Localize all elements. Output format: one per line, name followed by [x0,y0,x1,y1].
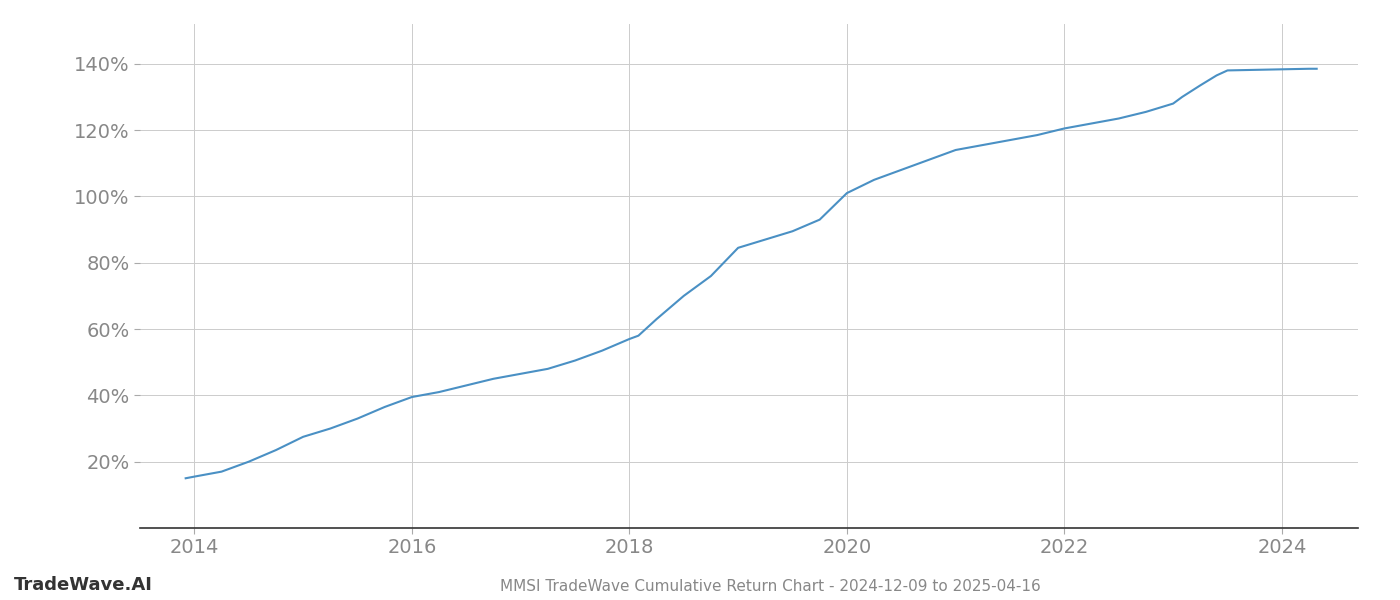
Text: MMSI TradeWave Cumulative Return Chart - 2024-12-09 to 2025-04-16: MMSI TradeWave Cumulative Return Chart -… [500,579,1040,594]
Text: TradeWave.AI: TradeWave.AI [14,576,153,594]
